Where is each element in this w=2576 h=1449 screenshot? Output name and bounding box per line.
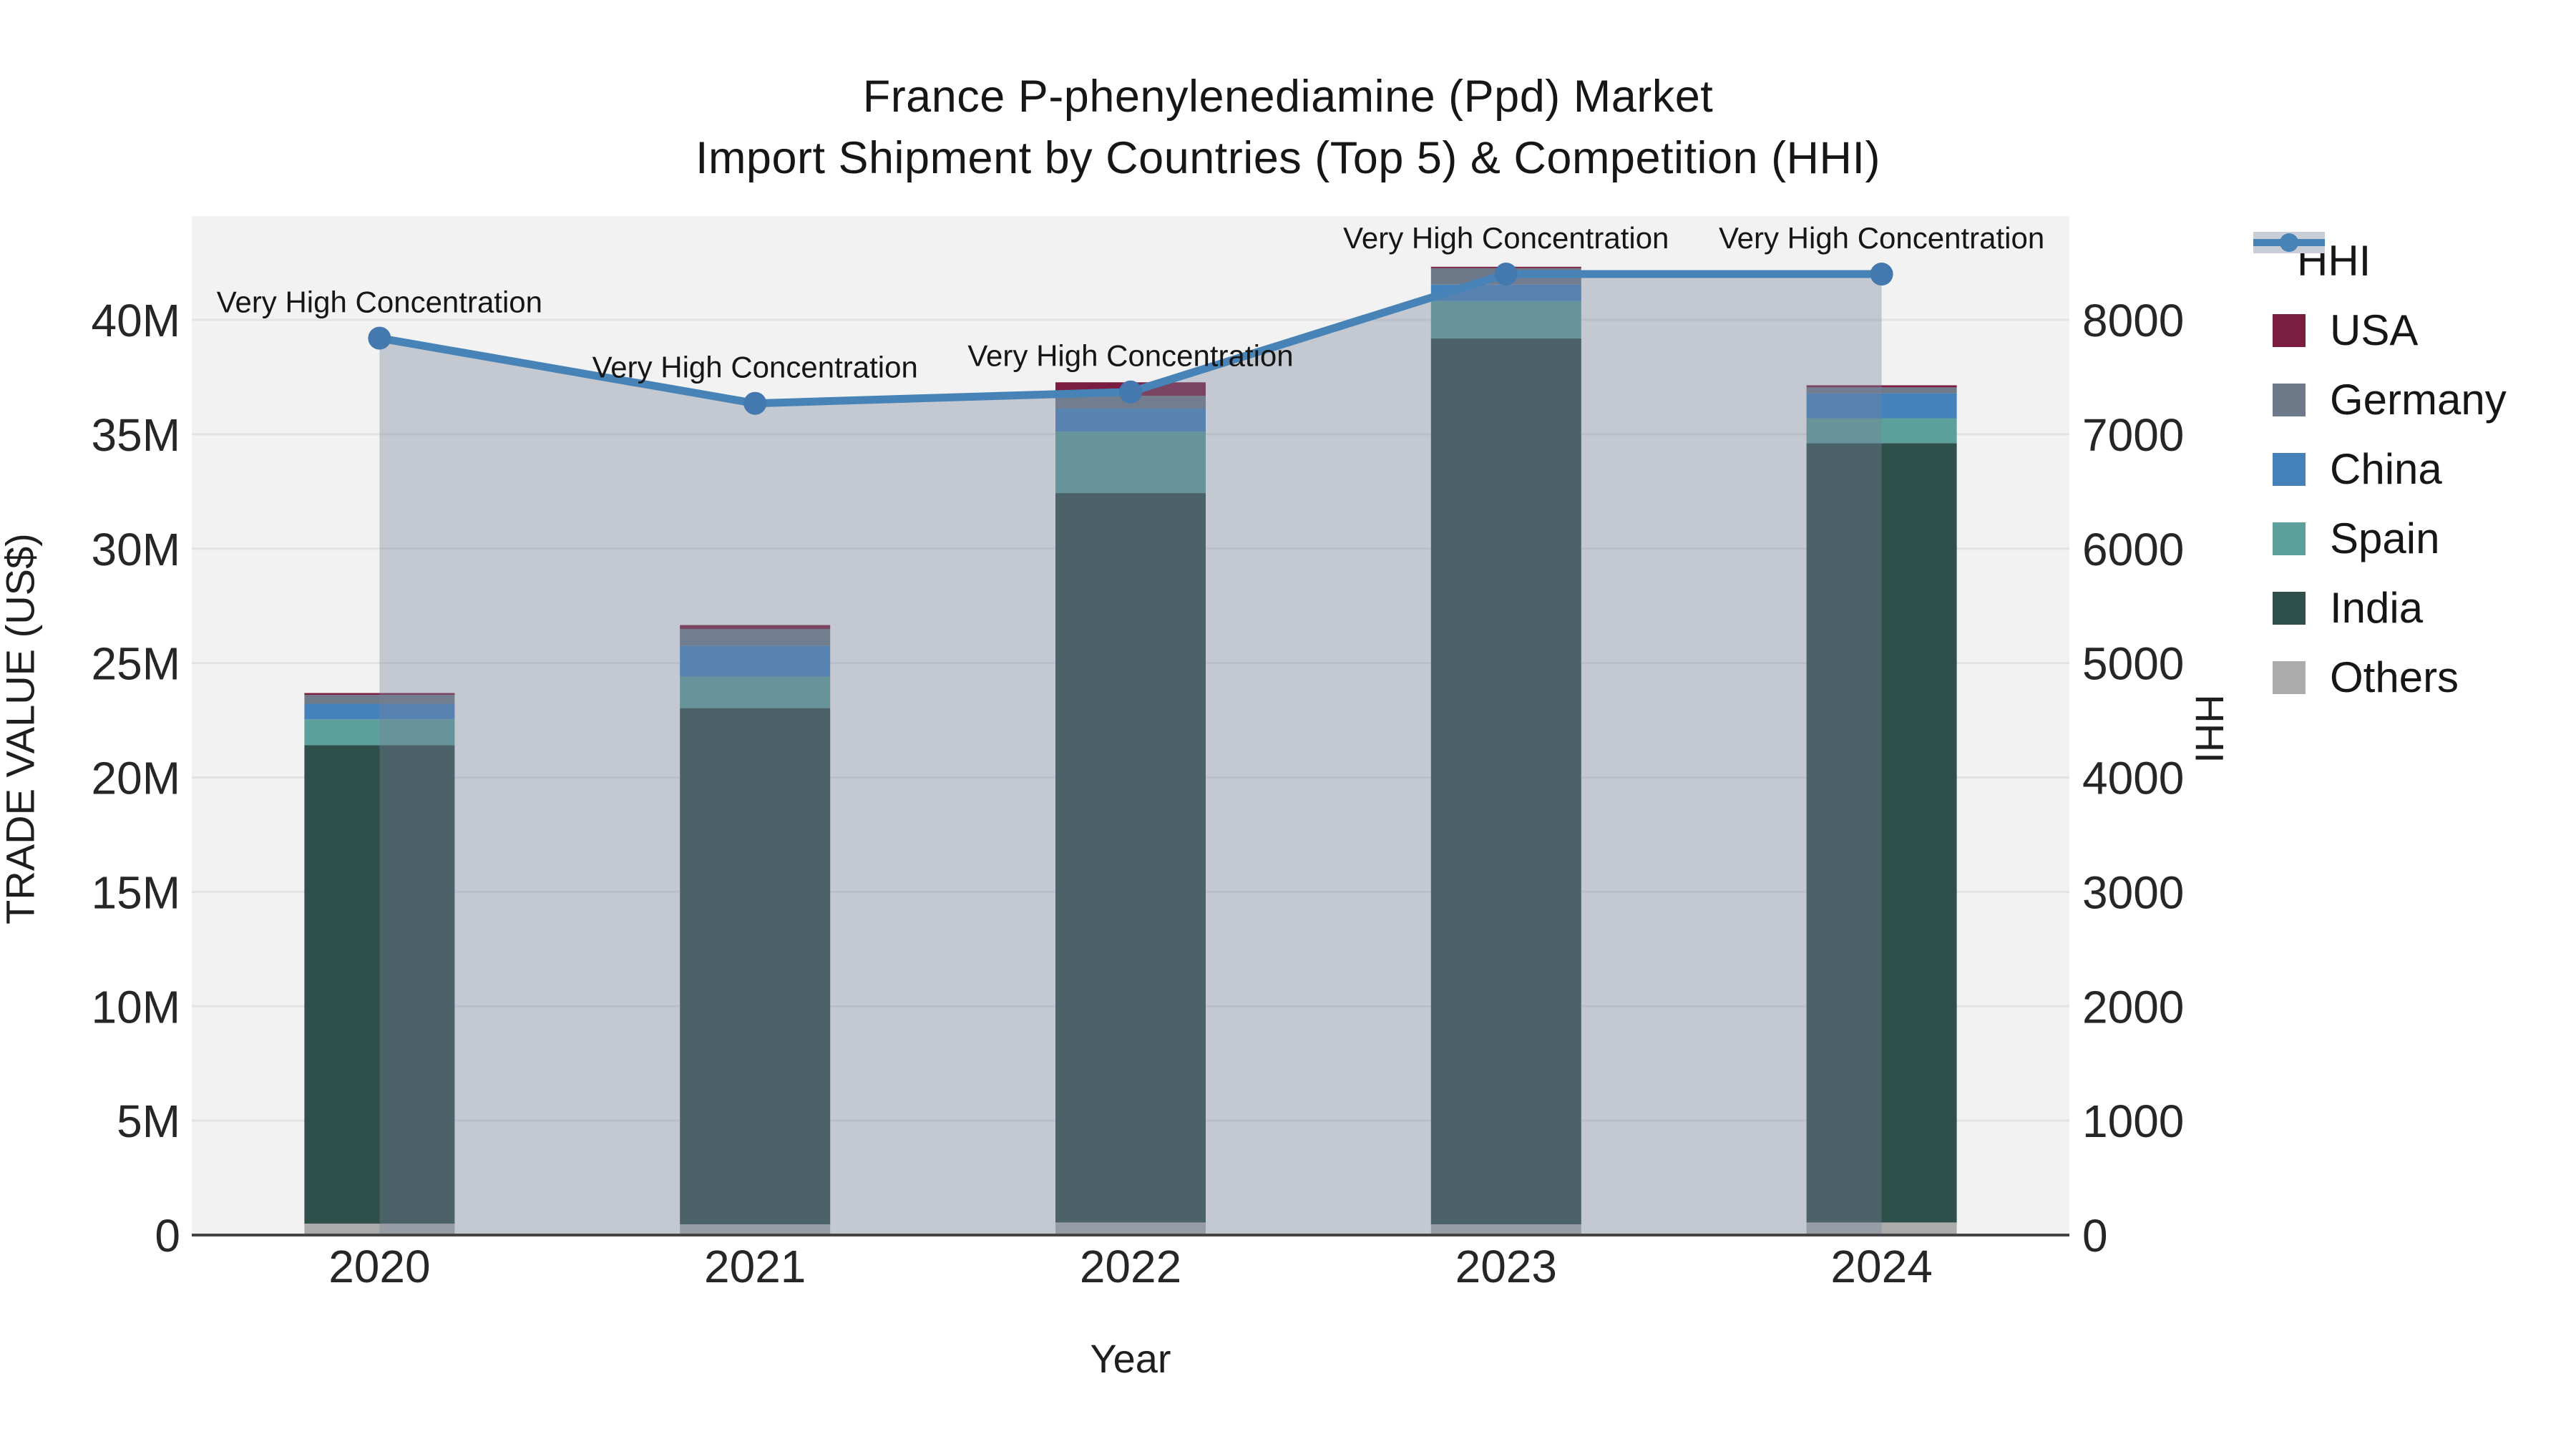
- legend-label: China: [2330, 445, 2442, 493]
- annotation-2022: Very High Concentration: [967, 339, 1293, 373]
- y2-tick-label-7000: 7000: [2082, 409, 2184, 461]
- bar-segment-others-2022: [1055, 1222, 1206, 1235]
- y2-tick-label-8000: 8000: [2082, 295, 2184, 346]
- y-tick-label-15M: 15M: [92, 867, 181, 918]
- bar-segment-usa-2024: [1806, 385, 1957, 388]
- hhi-marker-2022: [1119, 380, 1142, 404]
- legend-swatch-china: [2273, 452, 2306, 486]
- y2-tick-label-4000: 4000: [2082, 753, 2184, 804]
- bar-segment-others-2020: [304, 1224, 455, 1235]
- chart-title-line1: France P-phenylenediamine (Ppd) Market: [862, 72, 1714, 122]
- bar-segment-others-2021: [680, 1224, 831, 1235]
- chart-title: France P-phenylenediamine (Ppd) Market I…: [0, 66, 2576, 189]
- y-tick-label-30M: 30M: [92, 524, 181, 575]
- legend-item-spain[interactable]: Spain: [2273, 504, 2507, 573]
- y-tick-label-35M: 35M: [92, 409, 181, 461]
- annotation-2020: Very High Concentration: [217, 286, 542, 319]
- legend-hhi-line-sample: [2253, 232, 2325, 253]
- y-axis-title: TRADE VALUE (US$): [0, 533, 43, 924]
- legend-label: India: [2330, 584, 2424, 632]
- x-tick-label-2021: 2021: [704, 1241, 806, 1292]
- legend-label: USA: [2330, 306, 2419, 354]
- annotation-2021: Very High Concentration: [592, 351, 918, 384]
- bar-segment-germany-2021: [680, 628, 831, 646]
- bar-segment-india-2022: [1055, 493, 1206, 1223]
- annotation-2023: Very High Concentration: [1343, 221, 1669, 255]
- bar-segment-china-2022: [1055, 409, 1206, 432]
- chart-title-line2: Import Shipment by Countries (Top 5) & C…: [695, 133, 1881, 183]
- y-tick-label-5M: 5M: [117, 1096, 180, 1147]
- legend-label: Others: [2330, 653, 2459, 701]
- x-axis-title: Year: [1090, 1336, 1171, 1381]
- y2-tick-label-2000: 2000: [2082, 981, 2184, 1033]
- bar-segment-india-2023: [1430, 338, 1581, 1224]
- bar-segment-india-2024: [1806, 443, 1957, 1223]
- legend-swatch-germany: [2273, 383, 2306, 416]
- legend-item-others[interactable]: Others: [2273, 643, 2507, 712]
- hhi-marker-2023: [1494, 263, 1518, 286]
- legend-label: Spain: [2330, 514, 2440, 562]
- bar-segment-spain-2022: [1055, 431, 1206, 494]
- y-tick-label-40M: 40M: [92, 295, 181, 346]
- bar-segment-india-2021: [680, 708, 831, 1224]
- y-tick-label-0: 0: [155, 1210, 180, 1262]
- bar-segment-china-2024: [1806, 393, 1957, 419]
- bar-segment-india-2020: [304, 745, 455, 1224]
- bar-segment-usa-2021: [680, 625, 831, 629]
- y-tick-label-10M: 10M: [92, 981, 181, 1033]
- bar-segment-usa-2020: [304, 693, 455, 696]
- legend-swatch-usa: [2273, 313, 2306, 347]
- bar-segment-germany-2024: [1806, 387, 1957, 394]
- legend-label: Germany: [2330, 376, 2507, 424]
- legend-swatch-india: [2273, 591, 2306, 625]
- bar-segment-china-2021: [680, 645, 831, 677]
- legend-swatch-spain: [2273, 522, 2306, 555]
- hhi-marker-2024: [1870, 263, 1893, 286]
- y2-tick-label-6000: 6000: [2082, 524, 2184, 575]
- legend-item-germany[interactable]: Germany: [2273, 365, 2507, 434]
- legend-item-hhi[interactable]: HHI: [2253, 226, 2507, 296]
- y-tick-label-20M: 20M: [92, 753, 181, 804]
- bar-segment-spain-2020: [304, 719, 455, 746]
- bar-segment-spain-2024: [1806, 418, 1957, 444]
- legend: HHI USA Germany China Spain India Others: [2253, 226, 2507, 712]
- y2-tick-label-3000: 3000: [2082, 867, 2184, 918]
- legend-item-usa[interactable]: USA: [2273, 296, 2507, 365]
- y2-tick-label-1000: 1000: [2082, 1096, 2184, 1147]
- annotation-2024: Very High Concentration: [1719, 221, 2044, 255]
- bar-segment-china-2020: [304, 703, 455, 720]
- hhi-marker-2021: [743, 391, 767, 415]
- x-tick-label-2024: 2024: [1830, 1241, 1932, 1292]
- x-tick-label-2023: 2023: [1455, 1241, 1557, 1292]
- y2-tick-label-0: 0: [2082, 1210, 2108, 1262]
- hhi-marker-2020: [368, 326, 391, 350]
- y2-axis-title: HHI: [2187, 694, 2233, 763]
- bar-segment-others-2024: [1806, 1222, 1957, 1235]
- legend-item-india[interactable]: India: [2273, 573, 2507, 643]
- bar-segment-spain-2023: [1430, 301, 1581, 338]
- y2-tick-label-5000: 5000: [2082, 638, 2184, 690]
- bar-segment-germany-2020: [304, 695, 455, 704]
- y-tick-label-25M: 25M: [92, 638, 181, 690]
- bar-segment-others-2023: [1430, 1224, 1581, 1235]
- hhi-area-fill: [379, 274, 1882, 1235]
- x-tick-label-2020: 2020: [328, 1241, 430, 1292]
- legend-swatch-others: [2273, 660, 2306, 694]
- x-tick-label-2022: 2022: [1080, 1241, 1181, 1292]
- legend-item-china[interactable]: China: [2273, 434, 2507, 504]
- bar-segment-spain-2021: [680, 676, 831, 708]
